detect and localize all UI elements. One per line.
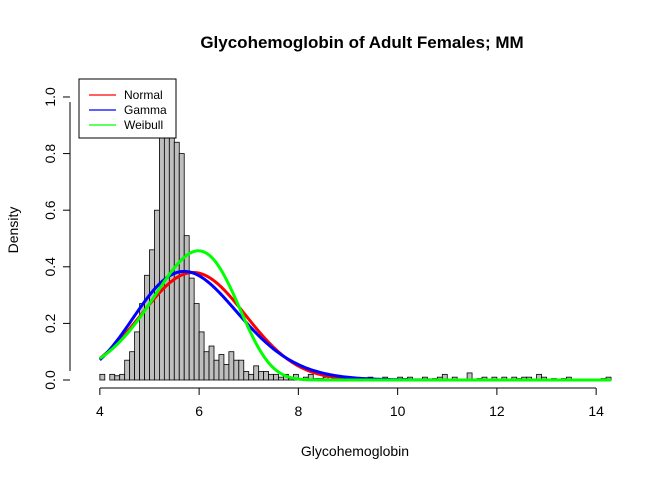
y-axis-ticks: 0.0 0.2 0.4 0.6 0.8 1.0 [42,87,70,390]
y-tick-label: 0.0 [42,370,58,390]
x-tick-label: 12 [489,403,505,419]
histogram-bar [248,373,255,381]
histogram-bars [99,79,612,381]
histogram-bar [278,376,284,381]
chart-title: Glycohemoglobin of Adult Females; MM [200,33,523,52]
histogram-bar [253,365,260,381]
x-axis-ticks: 4 6 8 10 12 14 [96,388,604,419]
y-tick-label: 0.8 [42,144,58,164]
histogram-bar [188,277,195,381]
histogram-bar [238,359,245,381]
histogram-bar [109,373,116,381]
histogram-bar [208,345,215,381]
x-axis-title: Glycohemoglobin [301,443,409,459]
histogram-bar [268,373,274,381]
density-curves [98,249,612,382]
x-tick-label: 10 [390,403,406,419]
histogram-bar [198,331,205,381]
histogram-bar [263,371,269,381]
legend: Normal Gamma Weibull [78,78,177,139]
y-tick-label: 0.2 [42,313,58,333]
histogram-bar [193,303,200,381]
legend-label-weibull: Weibull [124,118,163,132]
histogram-bar [228,351,235,381]
legend-box [78,78,177,139]
x-tick-label: 8 [294,403,302,419]
histogram-bar [233,359,240,381]
histogram-bar [223,364,230,381]
histogram-bar [203,351,210,381]
x-tick-label: 6 [195,403,203,419]
histogram-bar [218,354,225,381]
y-tick-label: 0.4 [42,257,58,277]
curve-weibull [99,249,612,382]
histogram-bar [124,359,131,381]
histogram-bar [119,373,126,381]
y-axis: 0.0 0.2 0.4 0.6 0.8 1.0 [42,87,71,390]
histogram-bar [134,331,140,381]
legend-label-normal: Normal [124,88,163,102]
y-tick-label: 1.0 [42,87,58,107]
x-axis: 4 6 8 10 12 14 [96,387,604,419]
histogram-bar [243,371,250,381]
histogram-bar [273,373,279,381]
y-tick-label: 0.6 [42,200,58,220]
histogram-bar [99,373,106,381]
histogram-bar [213,359,220,381]
x-tick-label: 14 [588,403,604,419]
histogram-bar [178,153,185,381]
histogram-bar [159,136,165,381]
legend-label-gamma: Gamma [124,103,167,117]
y-axis-title: Density [5,207,21,254]
x-tick-label: 4 [96,403,104,419]
histogram-bar [129,351,135,381]
histogram-bar [258,371,265,381]
histogram-bar [144,274,150,381]
histogram-bar [114,375,121,381]
histogram-bar [168,122,175,381]
histogram-bar [149,249,155,381]
